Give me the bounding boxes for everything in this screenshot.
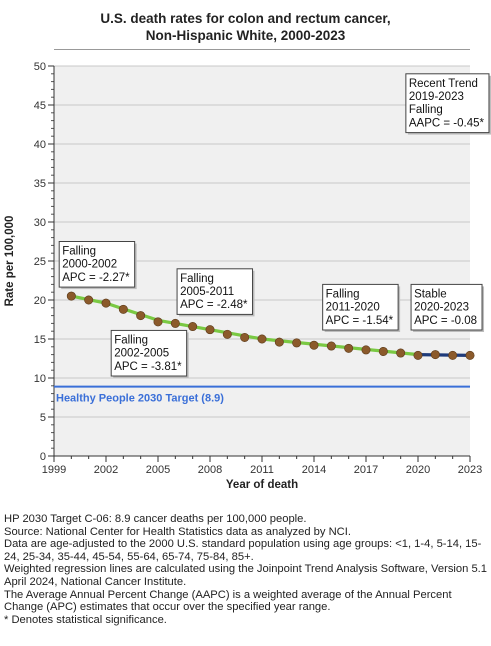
annotation-text: Recent Trend <box>409 78 478 90</box>
annotation-text: 2005-2011 <box>180 286 234 298</box>
annotation-text: APC = -3.81* <box>114 361 182 373</box>
x-tick-label: 2014 <box>302 464 326 476</box>
annotation-frame <box>58 241 136 288</box>
footnotes: HP 2030 Target C-06: 8.9 cancer deaths p… <box>4 513 488 626</box>
y-tick-label: 15 <box>34 334 46 346</box>
x-tick-label: 2023 <box>458 464 482 476</box>
x-tick-label: 2002 <box>94 464 118 476</box>
annotation-text: Falling <box>114 334 148 346</box>
footnote-age-adjust: Data are age-adjusted to the 2000 U.S. s… <box>4 538 482 563</box>
data-point <box>153 317 163 327</box>
annotation-text: 2020-2023 <box>414 302 469 314</box>
annotation-text: AAPC = -0.45* <box>409 117 485 129</box>
data-point <box>361 345 371 355</box>
data-point <box>257 334 267 344</box>
data-point <box>101 298 111 308</box>
footnote-target: HP 2030 Target C-06: 8.9 cancer deaths p… <box>4 513 307 525</box>
x-tick-label: 2011 <box>250 464 274 476</box>
footnote-aapc: The Average Annual Percent Change (AAPC)… <box>4 588 452 614</box>
y-tick-label: 10 <box>34 373 46 385</box>
y-tick-label: 40 <box>34 139 46 151</box>
annotation-text: 2011-2020 <box>326 302 380 314</box>
data-point <box>396 348 406 358</box>
data-point <box>170 318 180 328</box>
title-divider <box>54 49 470 50</box>
data-point <box>84 295 94 305</box>
chart-title-line2: Non-Hispanic White, 2000-2023 <box>145 28 346 43</box>
trend-segment-2 <box>104 301 160 322</box>
annotation-text: Falling <box>409 104 443 116</box>
annotation-text: APC = -1.54* <box>326 315 394 327</box>
data-point <box>378 346 388 356</box>
y-tick-label: 25 <box>34 256 46 268</box>
annotation-text: APC = -2.48* <box>180 299 248 311</box>
data-point <box>205 325 215 335</box>
y-axis-label: Rate per 100,000 <box>4 216 16 307</box>
y-tick-label: 50 <box>34 61 46 73</box>
annotation-frame <box>110 329 188 377</box>
annotation-text: Stable <box>414 288 447 300</box>
trend-segment-5 <box>416 353 472 357</box>
chart-title-line1: U.S. death rates for colon and rectum ca… <box>100 11 391 26</box>
annotation-frame <box>410 283 483 331</box>
data-point <box>430 350 440 360</box>
y-tick-label: 0 <box>40 451 46 463</box>
annotation-frame <box>322 283 399 331</box>
data-point <box>309 340 319 350</box>
data-point <box>118 304 128 314</box>
y-tick-label: 5 <box>40 412 46 424</box>
annotation-text: Falling <box>180 273 214 285</box>
x-tick-label: 2005 <box>146 464 170 476</box>
data-point <box>344 343 354 353</box>
footnote-regression: Weighted regression lines are calculated… <box>4 563 487 588</box>
data-point <box>136 311 146 321</box>
trend-segment-4 <box>260 337 420 357</box>
data-point <box>413 350 423 360</box>
data-point <box>240 332 250 342</box>
data-point <box>465 350 475 360</box>
line-chart: 0 5 10 15 20 25 30 35 40 45 50 1999 2002 2005 2008 2011… <box>4 61 491 491</box>
annotation-frame <box>176 268 254 315</box>
data-point <box>66 291 76 301</box>
y-tick-label: 20 <box>34 295 46 307</box>
chart-title: U.S. death rates for colon and rectum ca… <box>0 10 491 44</box>
x-tick-label: 2020 <box>406 464 430 476</box>
footnote-source: Source: National Center for Health Stati… <box>4 525 351 538</box>
y-tick-label: 30 <box>34 217 46 229</box>
annotation-text: Falling <box>326 288 360 300</box>
x-tick-label: 2017 <box>354 464 378 476</box>
target-label: Healthy People 2030 Target (8.9) <box>56 393 224 405</box>
annotation-text: APC = -0.08 <box>414 315 477 327</box>
data-point <box>222 329 232 339</box>
x-tick-label: 1999 <box>42 464 66 476</box>
data-point <box>326 341 336 351</box>
annotation-text: 2002-2005 <box>114 348 169 360</box>
annotation-text: 2019-2023 <box>409 91 464 103</box>
data-point <box>274 337 284 347</box>
data-point <box>448 350 458 360</box>
data-point <box>292 338 302 348</box>
y-tick-label: 35 <box>34 178 46 190</box>
annotation-frame <box>405 73 490 134</box>
annotation-text: APC = -2.27* <box>62 272 130 284</box>
y-tick-label: 45 <box>34 100 46 112</box>
data-point <box>188 322 198 332</box>
x-tick-label: 2008 <box>198 464 222 476</box>
x-axis-label: Year of death <box>226 479 298 491</box>
annotation-text: Falling <box>62 246 96 258</box>
footnote-significance: * Denotes statistical significance. <box>4 613 167 626</box>
annotation-text: 2000-2002 <box>62 259 117 271</box>
